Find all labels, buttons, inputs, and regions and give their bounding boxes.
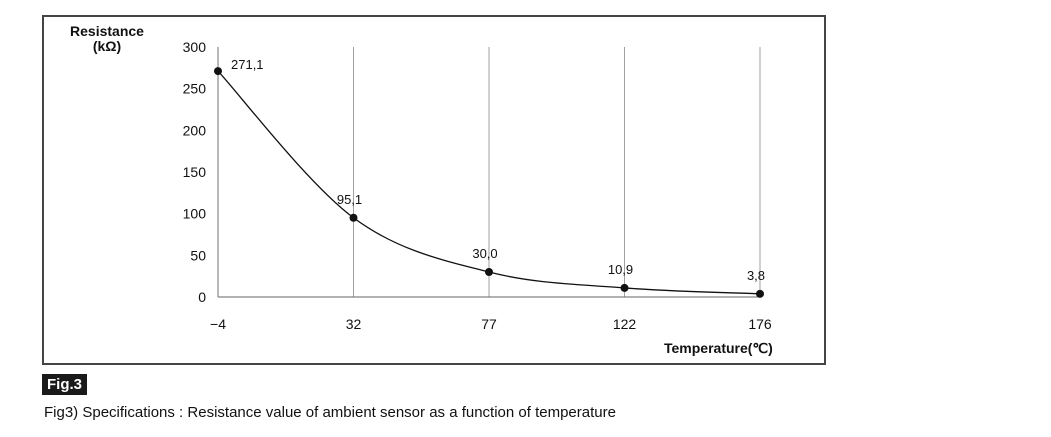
y-tick-label: 300 (183, 39, 207, 55)
data-points (214, 67, 764, 298)
data-point (620, 283, 629, 292)
y-tick-label: 0 (198, 289, 206, 305)
figure-caption: Fig3) Specifications : Resistance value … (44, 404, 616, 421)
series-line (217, 70, 761, 295)
y-axis-label-line2: (kΩ) (92, 38, 122, 54)
data-point (485, 268, 493, 276)
figure-badge: Fig.3 (42, 374, 88, 395)
data-label: 30,0 (472, 246, 497, 261)
x-tick-label: 32 (346, 316, 362, 332)
data-label: 3,8 (747, 268, 765, 283)
data-point (349, 213, 358, 222)
chart-frame (42, 15, 826, 365)
x-tick-label: 176 (748, 316, 772, 332)
x-tick-label: 77 (481, 316, 497, 332)
x-tick-labels: −4 32 77 122 176 (210, 316, 772, 332)
data-label: 271,1 (231, 57, 264, 72)
y-tick-label: 50 (190, 247, 206, 263)
y-tick-label: 200 (183, 122, 207, 138)
data-point (756, 289, 764, 298)
x-tick-label: 122 (613, 316, 637, 332)
x-axis-label: Temperature(℃) (664, 340, 773, 356)
data-labels: 271,1 95,1 30,0 10,9 3,8 (231, 57, 765, 283)
grid-lines (217, 47, 761, 298)
y-tick-labels: 0 50 100 150 200 250 300 (183, 39, 207, 305)
y-tick-label: 150 (183, 164, 207, 180)
x-tick-label: −4 (210, 316, 226, 332)
y-tick-label: 100 (183, 206, 207, 222)
data-label: 10,9 (608, 262, 633, 277)
y-tick-label: 250 (183, 81, 207, 97)
data-label: 95,1 (337, 192, 362, 207)
y-axis-label-line1: Resistance (70, 23, 144, 39)
data-point (214, 67, 222, 76)
y-axis-label: Resistance (kΩ) (52, 24, 162, 54)
